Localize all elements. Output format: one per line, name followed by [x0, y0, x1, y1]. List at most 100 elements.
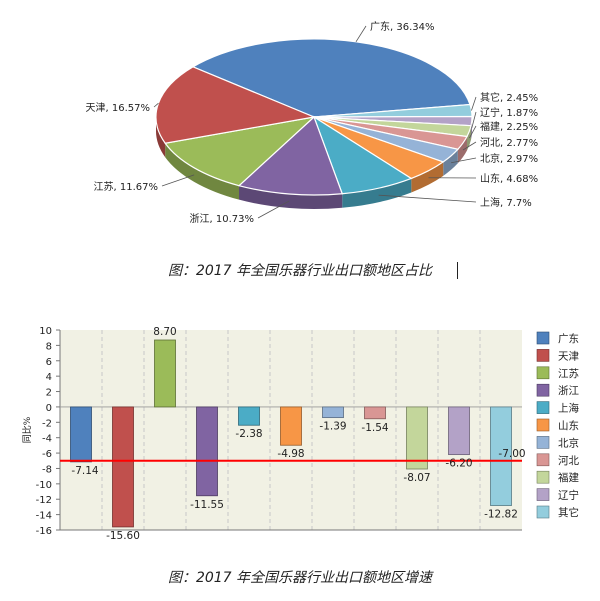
- pie-side-7: [342, 178, 412, 208]
- legend-label-0: 广东: [558, 332, 579, 345]
- pie-label-3: 福建, 2.25%: [480, 120, 538, 133]
- pie-slices: [155, 38, 473, 196]
- bar-value-label-5: -4.98: [277, 448, 304, 460]
- legend-swatch-3: [536, 383, 550, 397]
- bar-value-label-9: -6.20: [445, 458, 472, 470]
- legend-label-10: 其它: [558, 506, 579, 519]
- legend-swatch-2: [536, 366, 550, 380]
- bar-value-label-1: -15.60: [106, 530, 140, 542]
- bar-5: [280, 406, 302, 446]
- bar-9: [448, 406, 470, 456]
- pie-label-7: 上海, 7.7%: [480, 196, 532, 209]
- pie-label-1: 其它, 2.45%: [480, 91, 538, 104]
- pie-label-10: 天津, 16.57%: [86, 102, 151, 114]
- bar-7: [364, 406, 386, 420]
- bar-3: [196, 406, 218, 497]
- y-tick-label-4: 2: [46, 388, 52, 399]
- pie-leader-line-4: [462, 141, 477, 151]
- pie-leader-line-7: [378, 194, 477, 203]
- bar-value-label-6: -1.39: [319, 421, 346, 433]
- pie-chart: 广东, 36.34% 其它, 2.45% 辽宁, 1.87%福建, 2.25% 河北,…: [86, 20, 539, 225]
- pie-leader-line-8: [257, 200, 290, 219]
- legend-label-4: 上海: [558, 402, 579, 415]
- y-tick-label-9: -8: [42, 464, 52, 475]
- pie-slice-9: [164, 116, 316, 187]
- legend-label-1: 天津: [558, 350, 579, 362]
- legend-label-8: 福建: [558, 471, 579, 484]
- bar-value-label-0: -7.14: [71, 465, 98, 477]
- pie-side-3: [466, 125, 472, 151]
- y-tick-label-3: 4: [46, 372, 52, 383]
- legend-swatch-8: [536, 470, 550, 484]
- bar-0: [70, 406, 92, 463]
- grid: [101, 330, 481, 530]
- bar-chart: 10 8 6 4 2 0 -2 -4 -6 -8 -10 -12 -14 -16 同比% -7.14 -15.6…: [21, 326, 579, 542]
- pie-slice-0: [191, 38, 471, 118]
- legend-label-5: 山东: [558, 419, 579, 432]
- pie-side-9: [165, 143, 240, 200]
- reference-line-label: -7.00: [498, 448, 525, 460]
- pie-label-9: 江苏, 11.67%: [94, 180, 159, 193]
- bar-value-label-3: -11.55: [190, 499, 224, 511]
- bar-10: [490, 406, 512, 506]
- pie-label-2: 辽宁, 1.87%: [480, 106, 538, 119]
- pie-side-10: [156, 117, 166, 158]
- y-axis-label: 同比%: [21, 416, 33, 443]
- bar-value-label-7: -1.54: [361, 422, 388, 434]
- legend-label-6: 北京: [558, 436, 579, 449]
- legend-swatch-5: [536, 418, 550, 432]
- pie-label-0: 广东, 36.34%: [370, 20, 435, 33]
- legend-swatch-7: [536, 453, 550, 467]
- legend-swatch-6: [536, 436, 550, 449]
- y-tick-label-11: -12: [36, 495, 52, 506]
- bars: [70, 339, 512, 528]
- text-cursor: [457, 262, 458, 279]
- legend-swatch-0: [536, 331, 550, 345]
- y-ticks: 10 8 6 4 2 0 -2 -4 -6 -8 -10 -12 -14 -16: [36, 326, 60, 537]
- pie-label-5: 北京, 2.97%: [480, 152, 538, 165]
- y-tick-label-7: -4: [42, 434, 52, 445]
- legend-label-9: 辽宁: [558, 489, 579, 502]
- bar-value-label-8: -8.07: [403, 472, 430, 484]
- legend-swatch-4: [536, 401, 550, 414]
- pie-leader-line-0: [355, 25, 367, 43]
- pie-leader-line-3: [469, 125, 477, 139]
- legend-label-3: 浙江: [558, 385, 579, 397]
- bar-2: [154, 339, 176, 408]
- legend-label-2: 江苏: [558, 367, 579, 380]
- y-tick-label-13: -16: [36, 526, 52, 537]
- y-tick-label-5: 0: [46, 403, 52, 414]
- y-tick-label-10: -10: [36, 480, 52, 491]
- bar-caption: 图：2017 年全国乐器行业出口额地区增速: [167, 570, 433, 586]
- bar-1: [112, 406, 134, 528]
- pie-caption: 图：2017 年全国乐器行业出口额地区占比: [167, 263, 433, 279]
- pie-leader-line-1: [471, 96, 477, 111]
- bar-value-label-10: -12.82: [484, 509, 518, 521]
- pie-leader-line-9: [161, 174, 195, 187]
- bar-6: [322, 406, 344, 419]
- legend-label-7: 河北: [558, 455, 579, 467]
- bar-value-labels: -7.14 -15.60 8.70 -11.55 -2.38 -4.98 -1.39 -1.5…: [71, 326, 518, 542]
- y-tick-label-6: -2: [42, 418, 52, 429]
- y-tick-label-2: 6: [46, 357, 52, 368]
- pie-slice-8: [237, 115, 344, 196]
- pie-leader-line-5: [451, 157, 477, 164]
- pie-label-8: 浙江, 10.73%: [190, 213, 255, 225]
- bar-value-label-2: 8.70: [153, 326, 176, 338]
- pie-leader-line-2: [471, 111, 477, 129]
- y-tick-label-0: 10: [39, 326, 52, 337]
- legend-swatch-9: [536, 488, 550, 501]
- y-tick-label-1: 8: [46, 341, 52, 352]
- bar-value-label-4: -2.38: [235, 428, 262, 440]
- bar-8: [406, 406, 428, 470]
- y-tick-label-8: -6: [42, 449, 52, 460]
- pie-side-5: [443, 149, 458, 176]
- legend-swatch-10: [536, 505, 550, 519]
- legend-swatch-1: [536, 349, 550, 362]
- pie-label-4: 河北, 2.77%: [480, 137, 538, 149]
- pie-label-6: 山东, 4.68%: [480, 172, 538, 185]
- pie-labels: 广东, 36.34% 其它, 2.45% 辽宁, 1.87%福建, 2.25% 河北,…: [86, 20, 539, 225]
- bar-4: [238, 406, 260, 426]
